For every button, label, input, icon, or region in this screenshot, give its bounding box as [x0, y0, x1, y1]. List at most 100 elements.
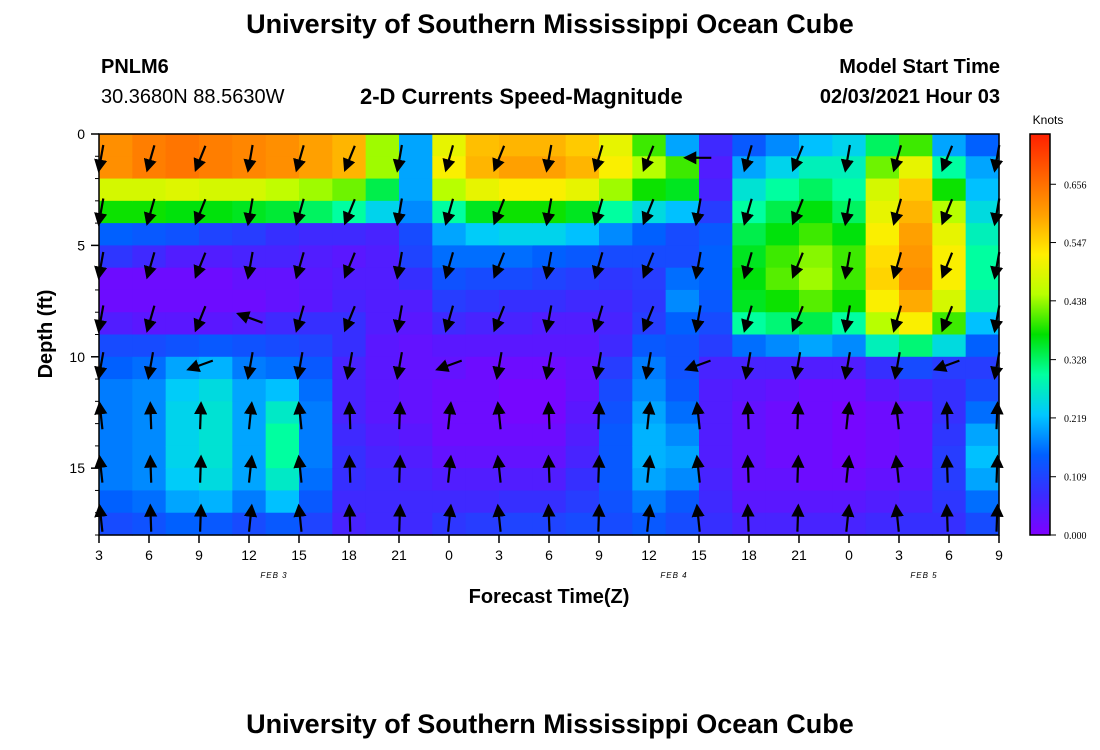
heatmap-cell [565, 267, 600, 291]
heatmap-cell [865, 245, 900, 269]
heatmap-cell [299, 156, 333, 180]
heatmap-cell [432, 379, 467, 402]
heatmap-cell [265, 468, 300, 492]
heatmap-cell [465, 178, 500, 202]
current-vector-arrow [791, 252, 804, 279]
heatmap-cell [965, 401, 1000, 425]
heatmap-cell [932, 134, 967, 157]
heatmap-cell [165, 267, 200, 291]
current-vector-arrow [392, 251, 406, 280]
heatmap-cell [232, 223, 267, 246]
y-tick-label: 15 [69, 460, 85, 476]
current-vector-arrow [143, 251, 157, 280]
heatmap-cell [532, 245, 567, 269]
current-vector-arrow [841, 454, 855, 483]
heatmap-cell [499, 334, 533, 358]
heatmap-cell [732, 267, 767, 291]
current-vector-arrow [840, 305, 854, 334]
heatmap-cell [132, 334, 167, 358]
heatmap-cell [932, 267, 967, 291]
heatmap-cell [332, 245, 367, 269]
heatmap-cell [765, 223, 800, 246]
heatmap-cell [799, 379, 833, 402]
current-vector-arrow [641, 305, 655, 333]
heatmap-cell [599, 468, 633, 492]
heatmap-cell [865, 468, 900, 492]
x-tick-label: 18 [341, 547, 357, 563]
heatmap-cell [399, 356, 433, 380]
heatmap-cell [665, 200, 700, 224]
current-vector-arrow [641, 198, 655, 226]
current-vector-arrow [591, 198, 605, 226]
heatmap-cell [899, 178, 933, 202]
heatmap-cell [532, 423, 567, 447]
heatmap-cell [699, 334, 733, 358]
heatmap-cell [732, 289, 767, 313]
heatmap-cell [432, 223, 467, 246]
current-vector-arrow [591, 251, 605, 280]
heatmap-cell [765, 490, 800, 514]
heatmap-cell [932, 490, 967, 514]
heatmap-cell [499, 468, 533, 492]
current-vector-arrow [492, 401, 506, 430]
heatmap-cell [899, 267, 933, 291]
heatmap-cell [932, 178, 967, 202]
current-vector-arrow [940, 454, 954, 483]
heatmap-cell [432, 267, 467, 291]
heatmap-cell [265, 445, 300, 469]
heatmap-cell [465, 379, 500, 402]
heatmap-cell [299, 490, 333, 514]
heatmap-cell [832, 334, 867, 358]
heatmap-cell [899, 401, 933, 425]
x-tick-label: 15 [291, 547, 307, 563]
heatmap-cell [899, 312, 933, 336]
heatmap-cell [265, 245, 300, 269]
current-vector-arrow [243, 454, 258, 483]
heatmap-cell [665, 468, 700, 492]
heatmap-cell [665, 312, 700, 336]
current-vector-arrow [890, 144, 904, 173]
current-vector-arrow [293, 401, 307, 430]
heatmap-cell [665, 178, 700, 202]
heatmap-cell [499, 178, 533, 202]
heatmap-cell [99, 245, 133, 269]
heatmap-cell [132, 178, 167, 202]
heatmap-cell [99, 379, 133, 402]
heatmap-cell [199, 334, 233, 358]
current-vector-arrow [840, 352, 854, 380]
heatmap-cell [299, 245, 333, 269]
current-vector-arrow [343, 401, 357, 430]
current-vector-arrow [243, 503, 258, 532]
heatmap-cell [699, 200, 733, 224]
heatmap-cell [665, 223, 700, 246]
heatmap-cell [832, 267, 867, 291]
heatmap-cell [799, 134, 833, 157]
heatmap-cell [499, 289, 533, 313]
current-vector-arrow [343, 145, 356, 172]
heatmap-cell [565, 468, 600, 492]
heatmap-cell [932, 512, 967, 536]
current-vector-arrow [591, 352, 605, 380]
current-vector-arrow [990, 454, 1004, 483]
heatmap-cell [332, 379, 367, 402]
current-vector-arrow [193, 305, 207, 333]
heatmap-cell [799, 423, 833, 447]
current-vector-arrow [684, 359, 711, 372]
current-vector-arrow [143, 352, 157, 380]
heatmap-cell [532, 134, 567, 157]
heatmap-cell [165, 423, 200, 447]
heatmap-cell [299, 200, 333, 224]
heatmap-cell [365, 401, 400, 425]
heatmap-cell [399, 379, 433, 402]
colorbar-tick-label: 0.328 [1064, 356, 1087, 367]
heatmap-cell [565, 401, 600, 425]
current-vector-arrow [143, 198, 157, 226]
heatmap-cell [399, 445, 433, 469]
current-vector-arrow [990, 401, 1004, 430]
heatmap-cell [965, 334, 1000, 358]
current-vector-arrow [193, 252, 207, 279]
current-vector-arrow [442, 144, 456, 173]
heatmap-cell [165, 401, 200, 425]
current-vector-arrow [94, 454, 108, 483]
heatmap-cell [932, 423, 967, 447]
